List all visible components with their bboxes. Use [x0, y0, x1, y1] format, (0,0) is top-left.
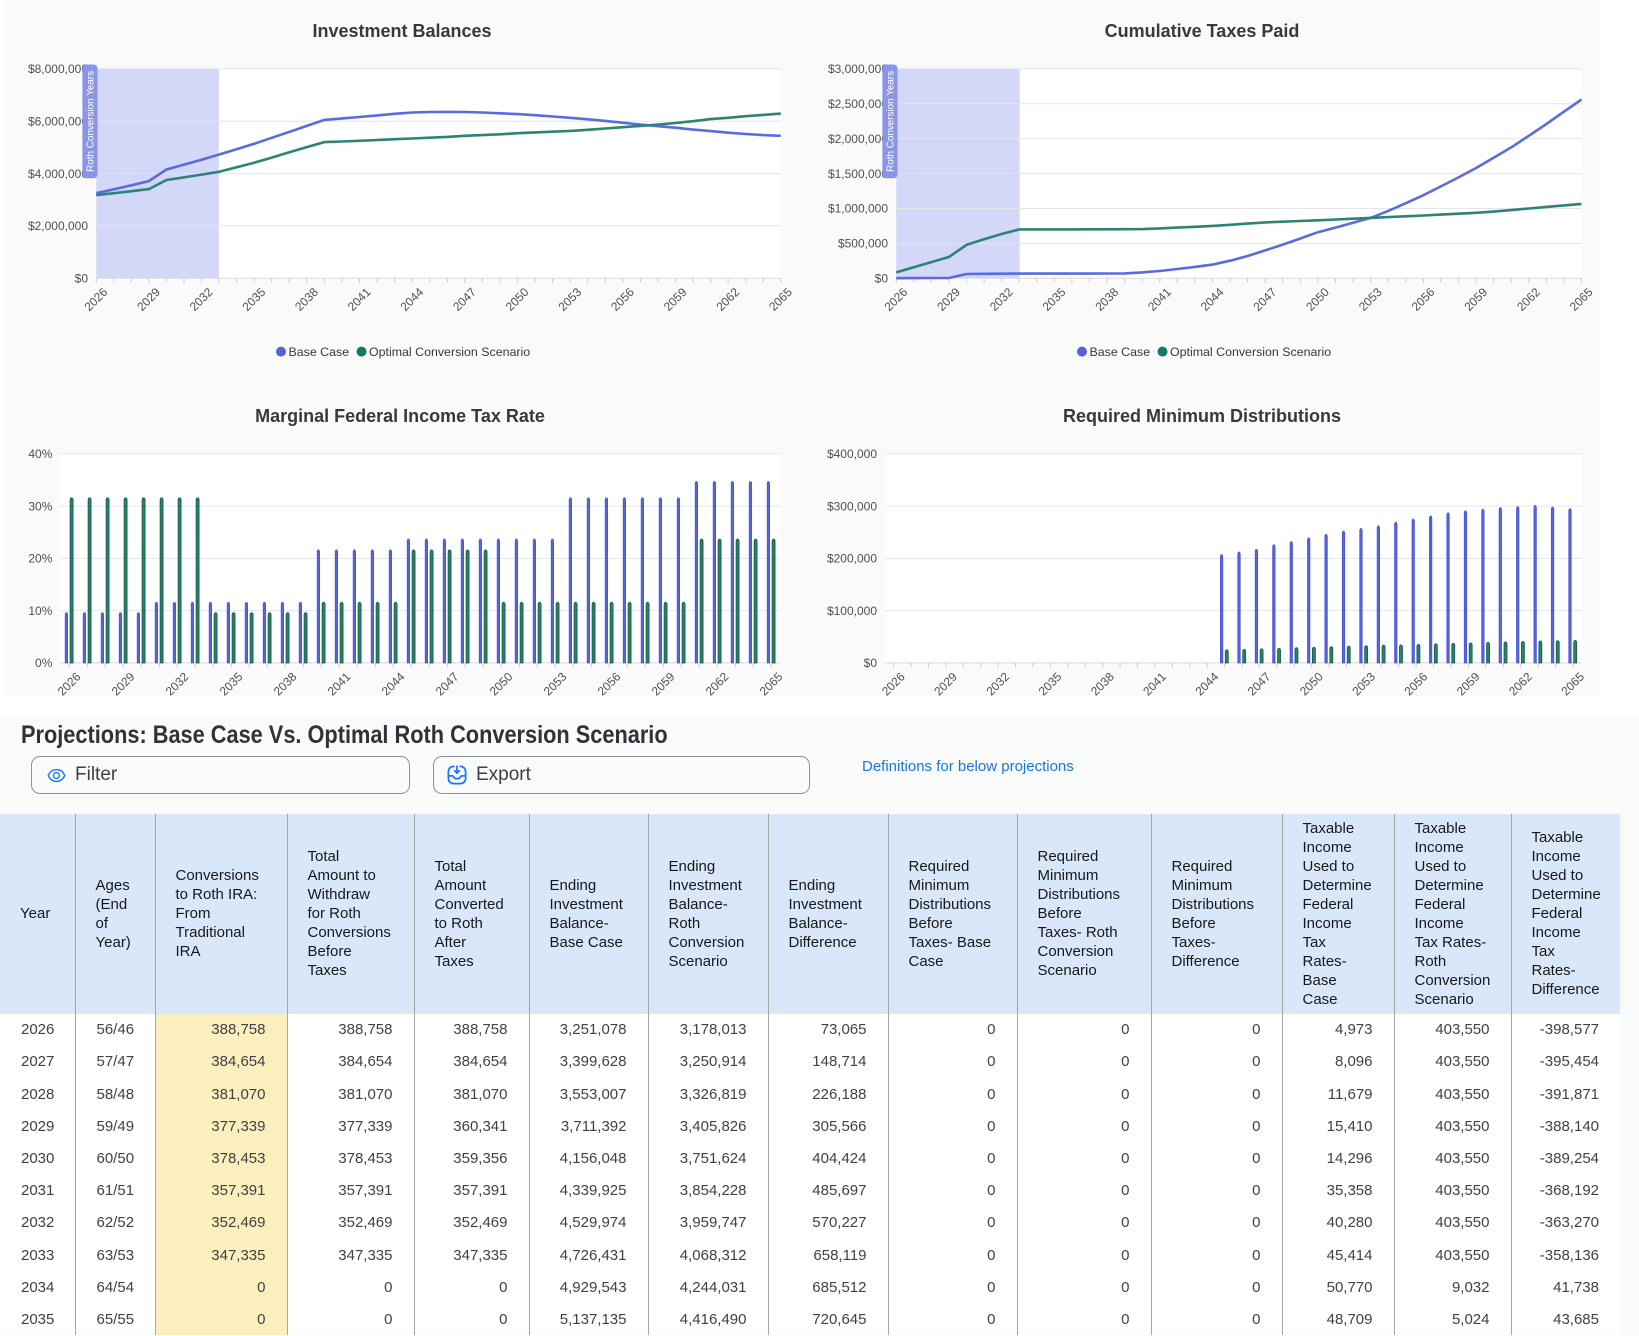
- svg-text:$400,000: $400,000: [827, 447, 877, 461]
- svg-text:Base Case: Base Case: [1090, 345, 1151, 359]
- svg-text:$0: $0: [875, 272, 889, 286]
- svg-text:$4,000,000: $4,000,000: [28, 167, 88, 181]
- svg-text:Roth Conversion Years: Roth Conversion Years: [85, 71, 97, 172]
- svg-text:Roth Conversion Years: Roth Conversion Years: [885, 71, 897, 172]
- svg-text:$0: $0: [75, 272, 89, 286]
- svg-text:$2,500,000: $2,500,000: [828, 97, 888, 111]
- svg-text:$8,000,000: $8,000,000: [28, 62, 88, 76]
- svg-text:0%: 0%: [35, 656, 53, 670]
- svg-text:$3,000,000: $3,000,000: [828, 62, 888, 76]
- svg-text:Marginal Federal Income Tax Ra: Marginal Federal Income Tax Rate: [255, 406, 545, 426]
- svg-text:$6,000,000: $6,000,000: [28, 114, 88, 128]
- svg-text:20%: 20%: [28, 552, 52, 566]
- svg-text:Investment Balances: Investment Balances: [312, 21, 491, 41]
- svg-text:Optimal Conversion Scenario: Optimal Conversion Scenario: [369, 345, 530, 359]
- svg-text:$300,000: $300,000: [827, 499, 877, 513]
- svg-text:$0: $0: [864, 656, 878, 670]
- svg-text:Cumulative Taxes Paid: Cumulative Taxes Paid: [1105, 21, 1300, 41]
- svg-text:$1,500,000: $1,500,000: [828, 167, 888, 181]
- svg-text:$200,000: $200,000: [827, 552, 877, 566]
- svg-text:Base Case: Base Case: [289, 345, 350, 359]
- svg-text:$1,000,000: $1,000,000: [828, 202, 888, 216]
- svg-text:$100,000: $100,000: [827, 604, 877, 618]
- svg-text:30%: 30%: [28, 499, 52, 513]
- svg-text:Required Minimum Distributions: Required Minimum Distributions: [1063, 406, 1341, 426]
- svg-text:40%: 40%: [28, 447, 52, 461]
- svg-text:$2,000,000: $2,000,000: [28, 219, 88, 233]
- svg-text:10%: 10%: [28, 604, 52, 618]
- svg-text:$2,000,000: $2,000,000: [828, 132, 888, 146]
- svg-text:Optimal Conversion Scenario: Optimal Conversion Scenario: [1170, 345, 1331, 359]
- svg-text:$500,000: $500,000: [838, 237, 888, 251]
